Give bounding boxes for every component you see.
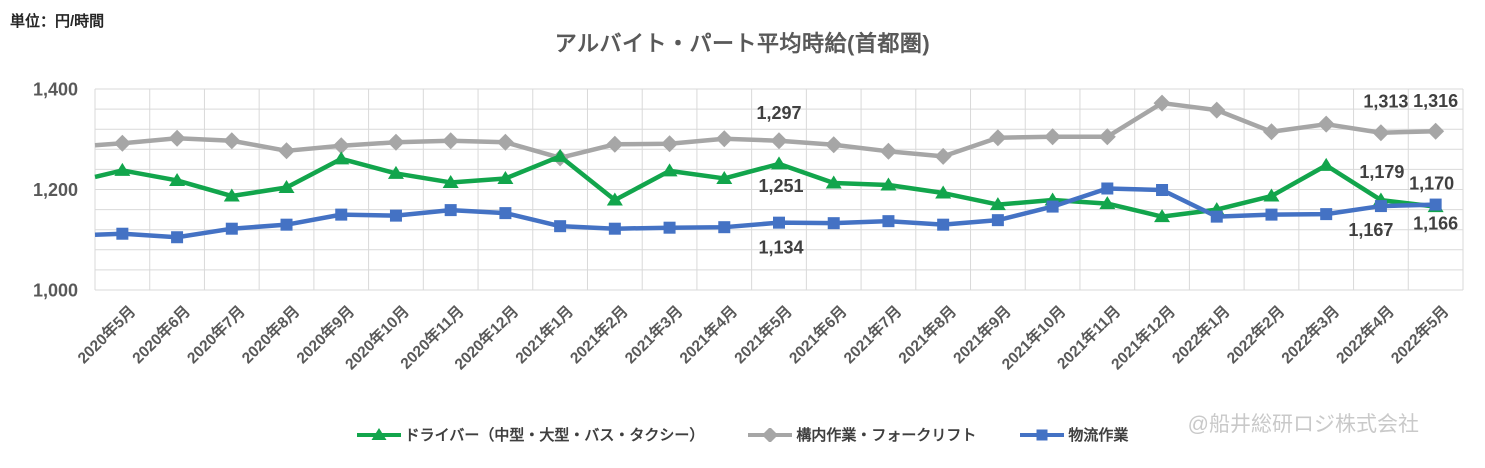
point-value-label: 1,313: [1363, 92, 1408, 112]
x-tick-label: 2021年6月: [785, 301, 851, 367]
x-axis-labels: 2020年5月2020年6月2020年7月2020年8月2020年9月2020年…: [73, 301, 1452, 373]
x-tick-label: 2020年8月: [238, 301, 304, 367]
legend-label: 物流作業: [1068, 427, 1129, 444]
diamond-marker-icon: [748, 427, 793, 442]
point-value-label: 1,297: [756, 103, 801, 123]
legend-label: ドライバー（中型・大型・バス・タクシー）: [404, 427, 705, 444]
x-tick-label: 2022年4月: [1332, 301, 1398, 367]
point-value-label: 1,134: [758, 238, 803, 258]
point-value-label: 1,179: [1359, 162, 1404, 182]
point-value-label: 1,251: [758, 176, 803, 196]
chart-legend: ドライバー（中型・大型・バス・タクシー） 構内作業・フォークリフト 物流作業: [0, 424, 1485, 445]
x-tick-label: 2021年4月: [675, 301, 741, 367]
x-tick-label: 2021年1月: [511, 301, 577, 367]
x-tick-label: 2021年5月: [730, 301, 796, 367]
point-value-label: 1,166: [1413, 214, 1458, 234]
x-tick-label: 2021年3月: [621, 301, 687, 367]
watermark: @船井総研ロジ株式会社: [1187, 413, 1419, 436]
y-tick-label: 1,200: [33, 180, 78, 200]
x-tick-label: 2021年8月: [894, 301, 960, 367]
x-tick-label: 2021年2月: [566, 301, 632, 367]
series-line-2: [94, 186, 1436, 240]
triangle-marker-icon: [356, 427, 401, 442]
x-tick-label: 2021年7月: [839, 301, 905, 367]
x-tick-label: 2022年3月: [1277, 301, 1343, 367]
x-tick-label: 2020年5月: [73, 301, 139, 367]
x-tick-label: 2022年2月: [1222, 301, 1288, 367]
x-tick-label: 2022年1月: [1168, 301, 1234, 367]
series-markers-0: [114, 148, 1444, 223]
legend-item-logistics: 物流作業: [1020, 424, 1128, 445]
square-marker-icon: [1020, 428, 1065, 442]
y-tick-label: 1,400: [33, 80, 78, 100]
point-value-label: 1,316: [1413, 91, 1458, 111]
legend-item-warehouse-forklift: 構内作業・フォークリフト: [748, 424, 976, 445]
x-tick-label: 2020年7月: [183, 301, 249, 367]
unit-label: 単位：円/時間: [10, 13, 105, 30]
legend-item-driver: ドライバー（中型・大型・バス・タクシー）: [356, 424, 705, 445]
series-markers-1: [113, 94, 1445, 167]
y-axis-labels: 1,400 1,200 1,000: [33, 80, 78, 301]
point-value-label: 1,170: [1409, 174, 1454, 194]
legend-label: 構内作業・フォークリフト: [796, 427, 977, 444]
x-tick-label: 2022年5月: [1387, 301, 1453, 367]
x-tick-label: 2020年6月: [128, 301, 194, 367]
point-value-label: 1,167: [1348, 220, 1393, 240]
series-line-1: [94, 100, 1436, 161]
series-markers-2: [116, 182, 1442, 244]
chart-title: アルバイト・パート平均時給(首都圏): [554, 31, 931, 56]
gridlines: [94, 88, 1464, 291]
y-tick-label: 1,000: [33, 281, 78, 301]
